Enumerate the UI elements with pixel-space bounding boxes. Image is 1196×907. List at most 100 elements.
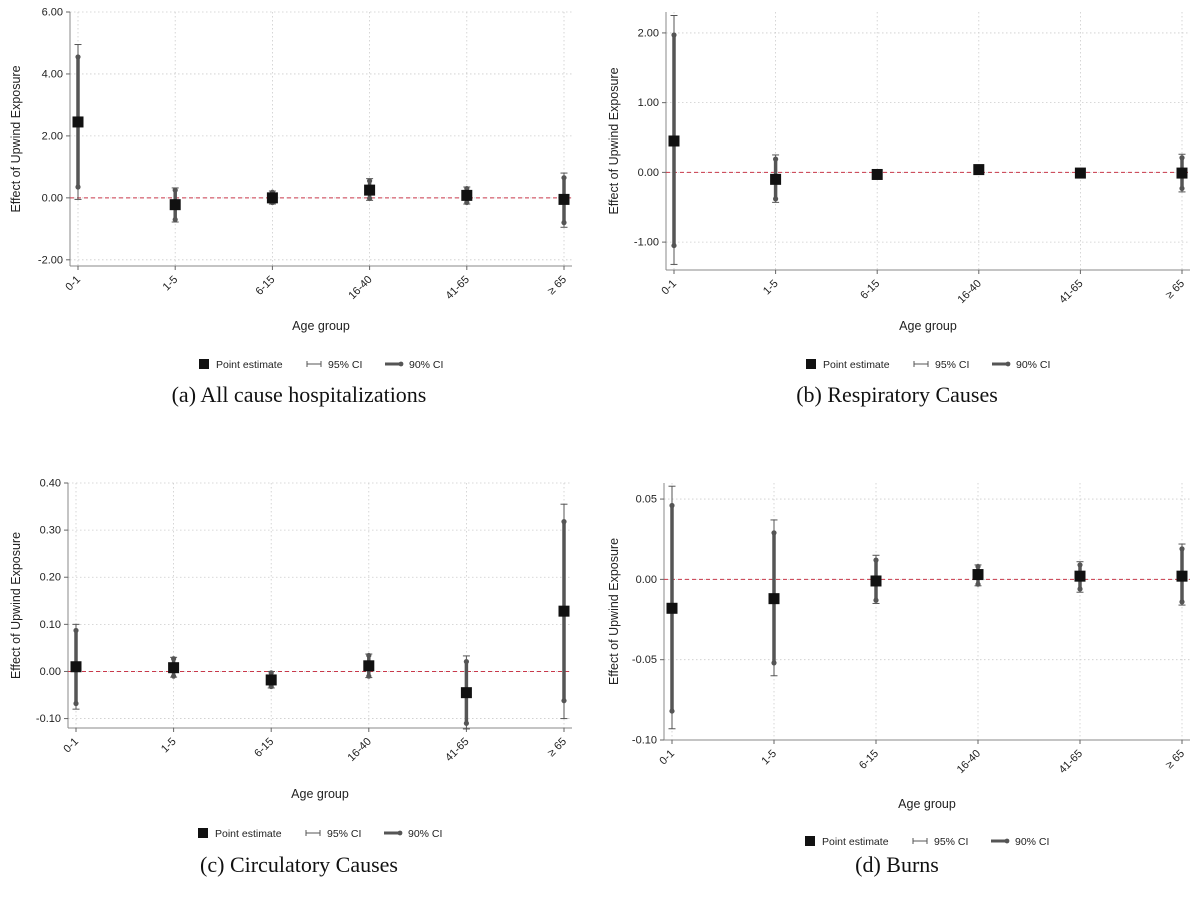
x-tick-label: 0-1 bbox=[657, 748, 677, 768]
legend-point-swatch bbox=[805, 836, 815, 846]
x-tick-label: 16-40 bbox=[956, 278, 984, 306]
ci90-end-low bbox=[75, 184, 81, 190]
point-estimate-marker bbox=[1074, 570, 1086, 582]
ci90-end-low bbox=[1077, 586, 1083, 592]
point-estimate-marker bbox=[461, 189, 473, 201]
x-tick-label: 41-65 bbox=[443, 736, 471, 764]
chart-svg-b: -1.00 0.00 1.00 2.00 0-1 1-5 6-15 16-40 41-65 ≥ 6… bbox=[607, 12, 1190, 371]
ci90-end-high bbox=[367, 178, 373, 184]
ci90-end-high bbox=[561, 175, 567, 181]
point-estimate-marker bbox=[1176, 570, 1188, 582]
x-axis-label: Age group bbox=[292, 319, 350, 333]
point-estimate-marker bbox=[768, 593, 780, 605]
legend-point-swatch bbox=[198, 828, 208, 838]
ci90-end-high bbox=[171, 656, 177, 662]
chart-caption-d: (d) Burns bbox=[855, 852, 939, 877]
x-tick-label: 16-40 bbox=[346, 274, 374, 302]
chart-svg-c: -0.10 0.00 0.10 0.20 0.30 0.40 0-1 1-5 6-15 16-40… bbox=[9, 478, 572, 840]
y-tick-label: -0.10 bbox=[632, 735, 657, 747]
ci90-end-low bbox=[771, 660, 777, 666]
x-tick-label: 41-65 bbox=[444, 274, 472, 302]
legend-point-swatch bbox=[806, 359, 816, 369]
point-estimate-marker bbox=[870, 575, 882, 587]
y-tick-label: 1.00 bbox=[638, 97, 659, 109]
point-estimate-marker bbox=[558, 605, 570, 617]
x-tick-label: 6-15 bbox=[252, 736, 276, 760]
point-estimate-marker bbox=[668, 135, 680, 147]
point-estimate-marker bbox=[973, 164, 985, 176]
point-estimate-marker bbox=[72, 116, 84, 128]
point-estimate-marker bbox=[972, 569, 984, 581]
ci90-end-low bbox=[975, 581, 981, 587]
ci90-end-low bbox=[669, 708, 675, 714]
legend-ci90-label: 90% CI bbox=[1016, 359, 1050, 371]
legend: Point estimate 95% CI 90% CI bbox=[198, 828, 442, 840]
ci90-end-high bbox=[73, 627, 79, 634]
x-tick-label: ≥ 65 bbox=[1164, 748, 1188, 772]
x-tick-label: 16-40 bbox=[955, 748, 983, 776]
legend-ci90-label: 90% CI bbox=[409, 359, 443, 371]
ci90-end-high bbox=[366, 652, 372, 659]
y-tick-label: 4.00 bbox=[42, 68, 63, 80]
y-axis-label: Effect of Upwind Exposure bbox=[607, 67, 621, 214]
x-tick-label: 6-15 bbox=[858, 278, 882, 302]
x-axis-label: Age group bbox=[291, 787, 349, 801]
y-tick-label: 2.00 bbox=[42, 130, 63, 142]
x-tick-label: 0-1 bbox=[61, 736, 81, 756]
y-axis-label: Effect of Upwind Exposure bbox=[607, 538, 621, 685]
y-tick-label: 2.00 bbox=[638, 27, 659, 39]
ci90-end-high bbox=[464, 185, 470, 192]
x-tick-label: 1-5 bbox=[761, 278, 781, 298]
chart-caption-b: (b) Respiratory Causes bbox=[796, 382, 998, 407]
legend-point-label: Point estimate bbox=[823, 359, 890, 371]
ci90-end-high bbox=[1077, 562, 1083, 568]
point-estimate-marker bbox=[1176, 167, 1188, 179]
point-estimate-marker bbox=[363, 660, 375, 672]
ci90-end-high bbox=[669, 502, 675, 509]
ci90-end-high bbox=[561, 519, 567, 525]
legend-ci95-label: 95% CI bbox=[328, 359, 362, 371]
ci90-end-low bbox=[873, 597, 879, 603]
chart-caption-c: (c) Circulatory Causes bbox=[200, 852, 398, 877]
x-tick-label: 1-5 bbox=[159, 736, 179, 756]
x-tick-label: 0-1 bbox=[659, 278, 679, 298]
point-estimate-marker bbox=[460, 687, 472, 699]
point-estimate-marker bbox=[871, 168, 883, 180]
x-tick-label: 6-15 bbox=[857, 748, 881, 772]
legend: Point estimate 95% CI 90% CI bbox=[805, 836, 1049, 848]
x-tick-label: 6-15 bbox=[253, 274, 277, 298]
point-estimate-marker bbox=[265, 674, 277, 686]
legend-ci90-end bbox=[397, 830, 403, 836]
point-estimate-marker bbox=[169, 199, 181, 211]
y-tick-label: 0.10 bbox=[40, 619, 61, 631]
ci90-end-low bbox=[464, 199, 470, 206]
y-tick-label: 0.00 bbox=[636, 574, 657, 586]
x-tick-label: 41-65 bbox=[1057, 748, 1085, 776]
ci90-end-low bbox=[172, 216, 178, 223]
y-tick-label: 0.30 bbox=[40, 525, 61, 537]
x-tick-label: 16-40 bbox=[346, 736, 374, 764]
chart-svg-a: -2.00 0.00 2.00 4.00 6.00 0-1 1-5 6-15 16-40 41-6… bbox=[9, 7, 572, 371]
ci90-end-low bbox=[773, 196, 779, 202]
x-tick-label: 1-5 bbox=[759, 748, 779, 768]
legend-ci90-end bbox=[1005, 361, 1011, 367]
y-tick-label: 6.00 bbox=[42, 7, 63, 19]
x-axis-label: Age group bbox=[898, 797, 956, 811]
ci90-end-high bbox=[773, 156, 779, 162]
ci90-end-low bbox=[1179, 185, 1185, 192]
legend-point-label: Point estimate bbox=[216, 359, 283, 371]
ci90-end-low bbox=[463, 720, 469, 726]
point-estimate-marker bbox=[558, 193, 570, 205]
x-axis-label: Age group bbox=[899, 319, 957, 333]
chart-svg-d: -0.10 -0.05 0.00 0.05 0-1 1-5 6-15 16-40 41-65 ≥ … bbox=[607, 483, 1190, 848]
y-tick-label: -0.05 bbox=[632, 654, 657, 666]
ci90-end-high bbox=[1179, 546, 1185, 552]
ci90-end-high bbox=[75, 54, 81, 60]
point-estimate-marker bbox=[266, 192, 278, 204]
ci90-end-high bbox=[771, 530, 777, 536]
chart-panel-c: -0.10 0.00 0.10 0.20 0.30 0.40 0-1 1-5 6-15 16-40… bbox=[0, 453, 598, 906]
ci90-end-low bbox=[73, 700, 79, 707]
legend-ci95-label: 95% CI bbox=[935, 359, 969, 371]
ci90-end-low bbox=[561, 698, 567, 704]
y-axis-label: Effect of Upwind Exposure bbox=[9, 65, 23, 212]
